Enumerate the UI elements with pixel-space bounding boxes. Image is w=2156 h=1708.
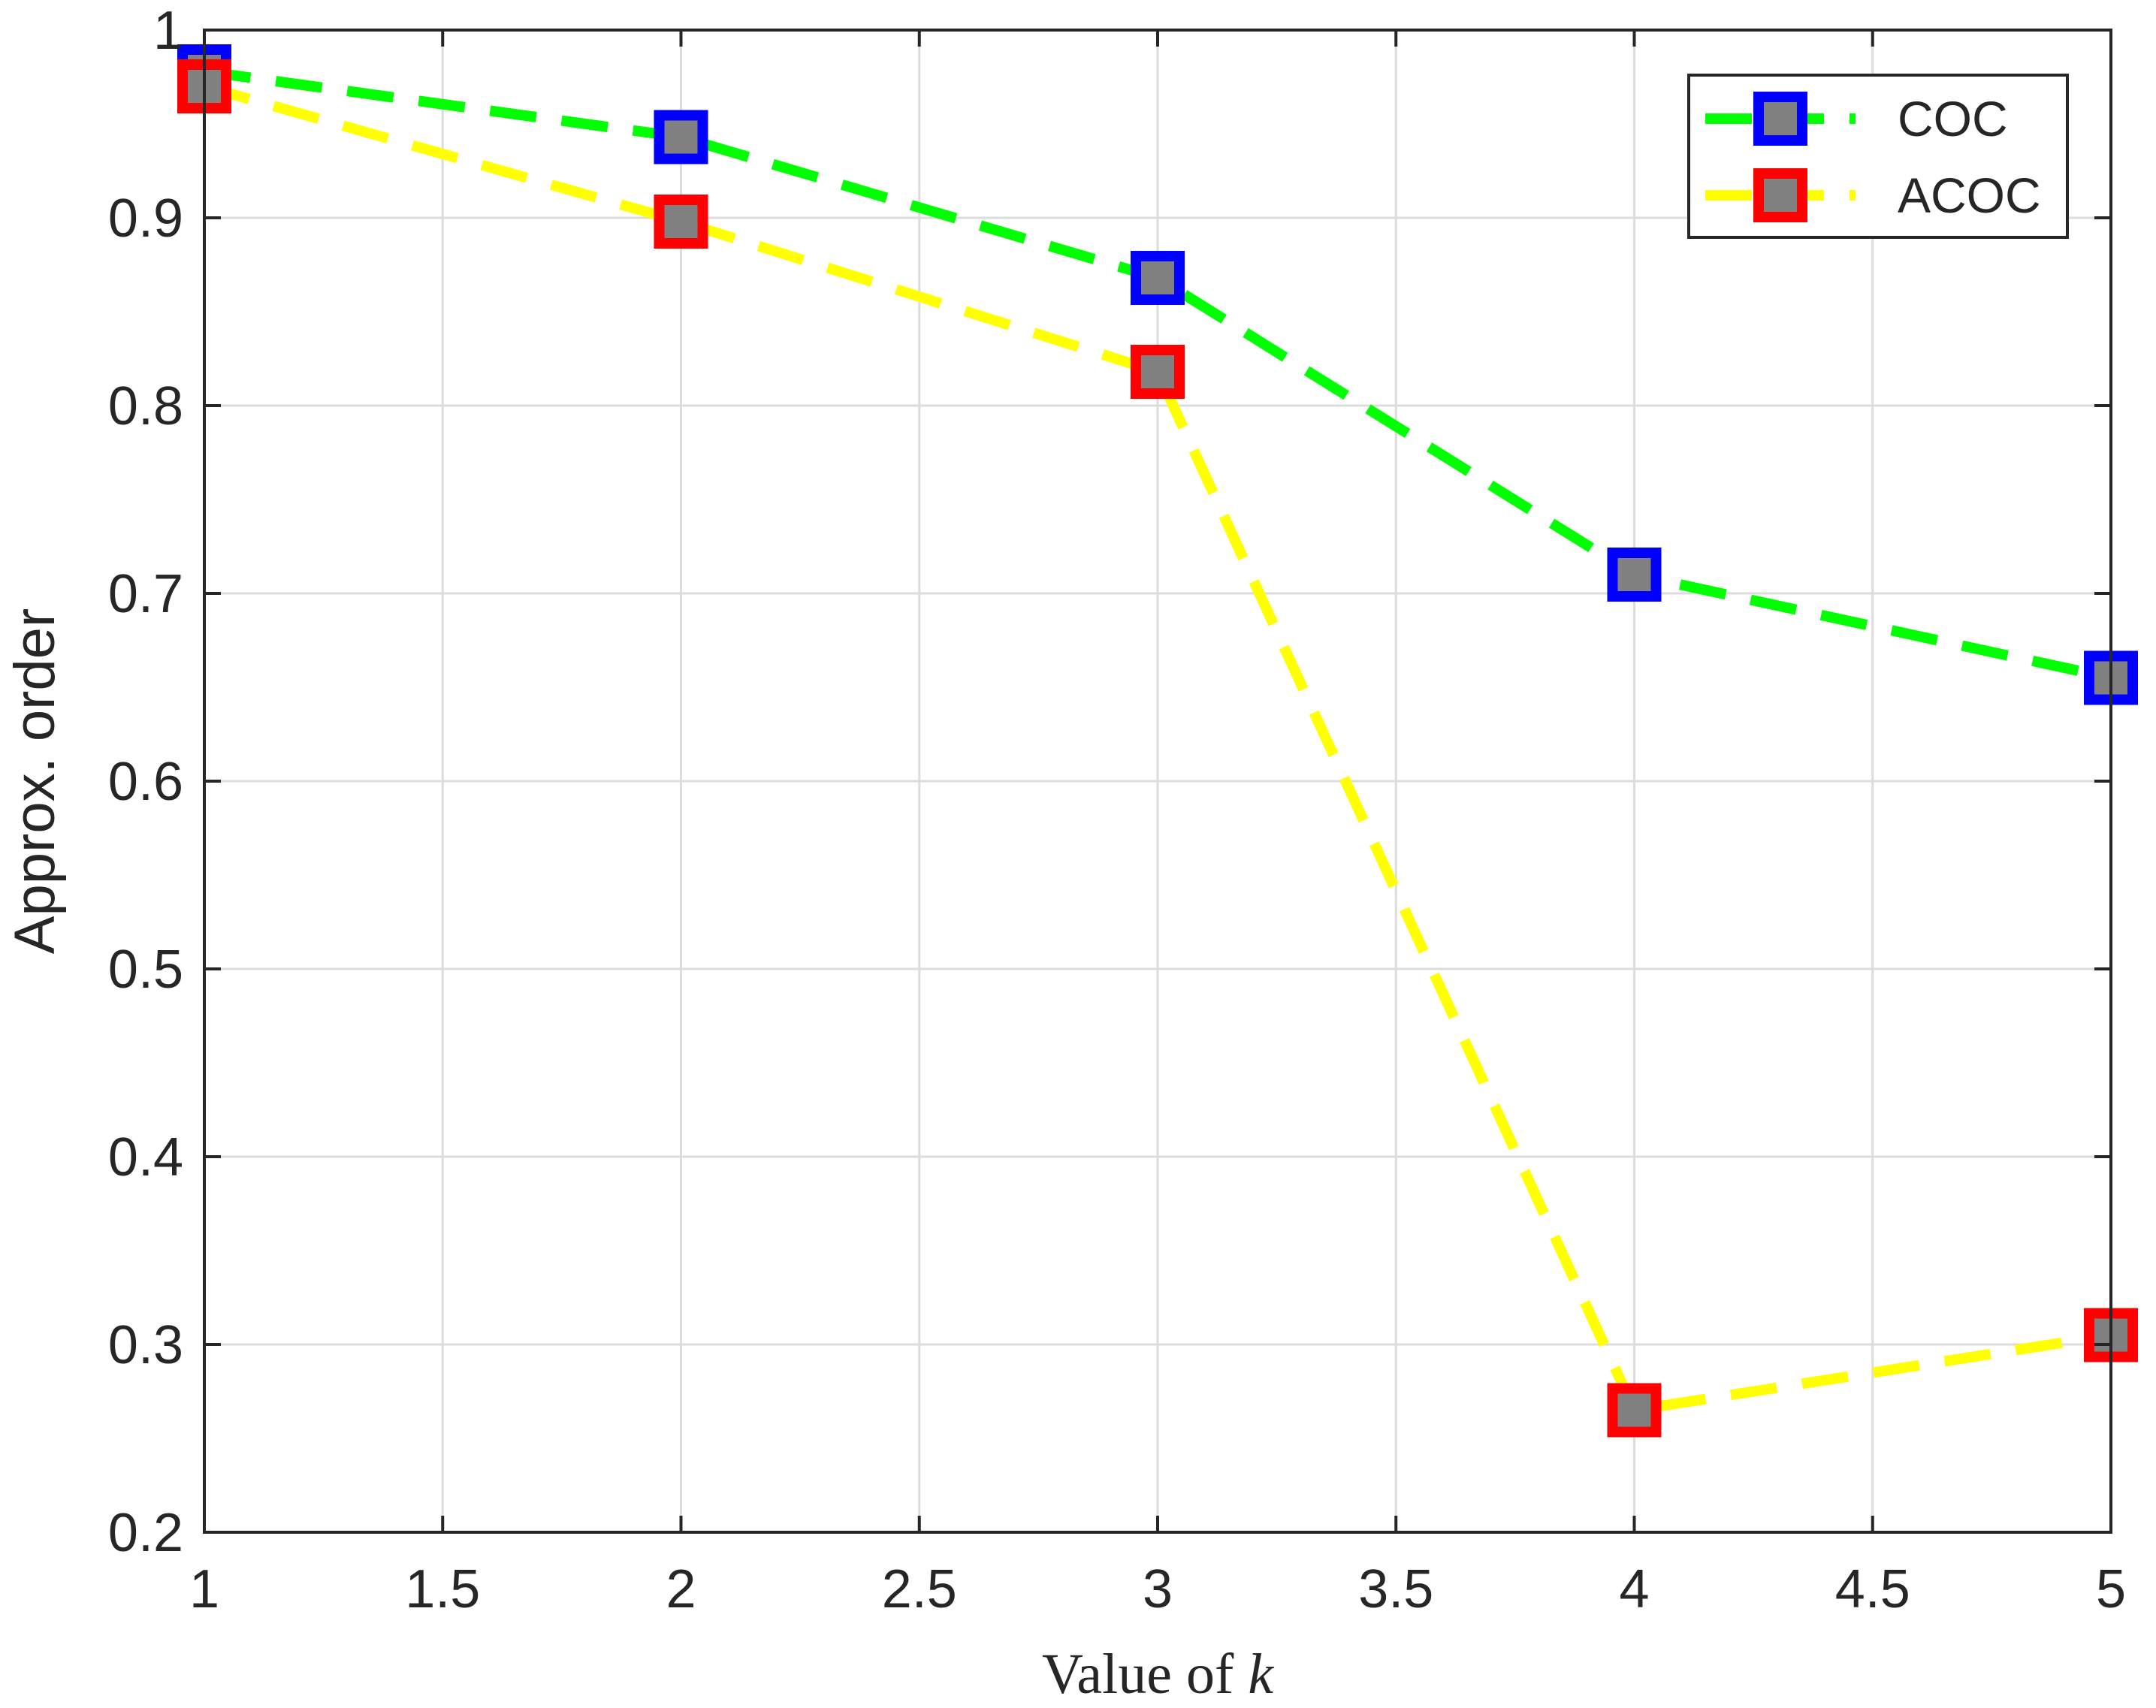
data-point-coc bbox=[654, 110, 708, 164]
y-tick-labels: 0.2 0.3 0.4 0.5 0.6 0.7 0.8 0.9 1 bbox=[108, 1, 183, 1563]
x-axis-title-variable: k bbox=[1248, 1643, 1274, 1706]
y-axis-title: Approx. order bbox=[3, 608, 67, 954]
data-point-acoc bbox=[1131, 345, 1185, 399]
y-tick-label: 0.9 bbox=[108, 189, 183, 249]
x-tick-label: 2.5 bbox=[882, 1559, 957, 1619]
y-tick-label: 0.8 bbox=[108, 376, 183, 436]
x-axis-title-prefix: Value of bbox=[1042, 1643, 1248, 1706]
x-tick-label: 4.5 bbox=[1835, 1559, 1910, 1619]
x-tick-label: 1 bbox=[189, 1559, 219, 1619]
series-line-acoc bbox=[203, 81, 2112, 1416]
x-tick-label: 1.5 bbox=[405, 1559, 480, 1619]
legend-marker-acoc bbox=[1753, 168, 1807, 222]
legend-marker-coc bbox=[1753, 92, 1807, 146]
data-point-coc bbox=[1131, 251, 1185, 305]
x-tick-label: 2 bbox=[666, 1559, 696, 1619]
y-tick-label: 0.3 bbox=[108, 1315, 183, 1375]
data-point-acoc bbox=[1607, 1383, 1662, 1438]
x-tick-label: 3.5 bbox=[1358, 1559, 1433, 1619]
data-point-coc bbox=[1607, 548, 1662, 602]
legend-label-coc: COC bbox=[1898, 91, 2008, 146]
x-tick-label: 4 bbox=[1619, 1559, 1649, 1619]
y-tick-label: 0.4 bbox=[108, 1127, 183, 1187]
y-tick-label: 0.2 bbox=[108, 1503, 183, 1563]
axis-ticks bbox=[203, 29, 2112, 1534]
x-tick-labels: 1 1.5 2 2.5 3 3.5 4 4.5 5 bbox=[189, 1559, 2126, 1619]
legend-label-acoc: ACOC bbox=[1898, 167, 2041, 223]
data-point-acoc bbox=[654, 195, 708, 249]
x-tick-label: 3 bbox=[1143, 1559, 1173, 1619]
y-tick-label: 1 bbox=[153, 1, 183, 61]
x-axis-title: Value of k bbox=[1042, 1643, 1274, 1706]
x-tick-label: 5 bbox=[2096, 1559, 2126, 1619]
y-tick-label: 0.7 bbox=[108, 564, 183, 624]
legend: COC ACOC bbox=[1687, 74, 2069, 239]
y-tick-label: 0.5 bbox=[108, 940, 183, 1000]
legend-box bbox=[1687, 74, 2069, 239]
y-tick-label: 0.6 bbox=[108, 752, 183, 812]
